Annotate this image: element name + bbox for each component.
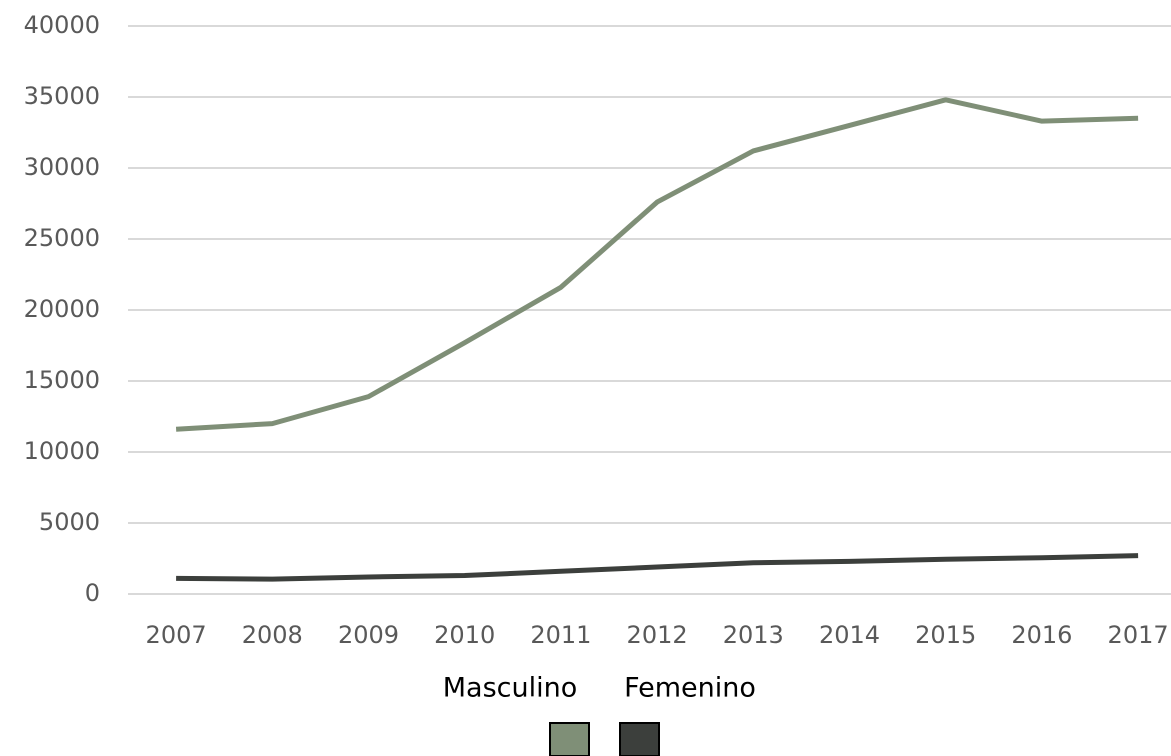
y-tick-label: 35000 [24,82,100,110]
x-tick-label: 2012 [627,621,688,649]
y-tick-label: 15000 [24,366,100,394]
x-tick-label: 2007 [146,621,207,649]
line-series [176,553,1139,582]
y-tick-label: 40000 [24,11,100,39]
y-tick-label: 25000 [24,224,100,252]
x-tick-label: 2008 [242,621,303,649]
legend-label: Femenino [624,673,756,704]
y-tick-label: 30000 [24,153,100,181]
x-tick-label: 2010 [434,621,495,649]
y-tick-label: 10000 [24,437,100,465]
x-tick-label: 2017 [1108,621,1169,649]
x-tick-label: 2015 [915,621,976,649]
legend-swatch [549,722,590,756]
x-tick-label: 2013 [723,621,784,649]
legend-label: Masculino [443,673,578,704]
x-tick-label: 2009 [338,621,399,649]
x-tick-label: 2011 [530,621,591,649]
line-series [175,97,1139,432]
y-tick-label: 5000 [39,508,100,536]
y-tick-label: 0 [85,579,100,607]
legend-swatch [619,722,660,756]
x-tick-label: 2014 [819,621,880,649]
x-tick-label: 2016 [1011,621,1072,649]
y-tick-label: 20000 [24,295,100,323]
